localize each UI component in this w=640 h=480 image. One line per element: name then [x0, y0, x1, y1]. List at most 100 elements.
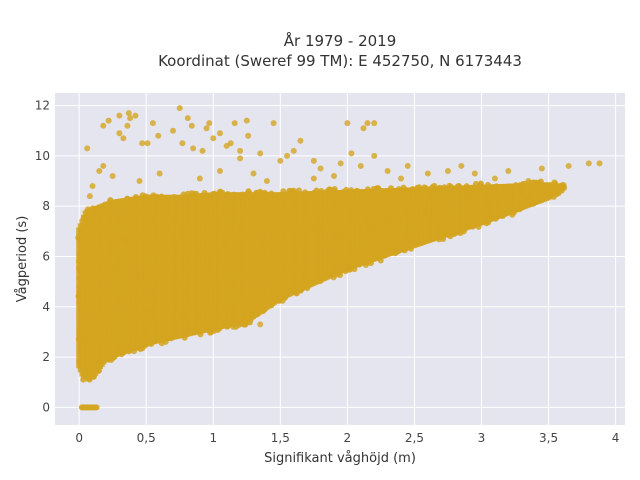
- outlier-point: [136, 178, 143, 185]
- outlier-point: [116, 112, 123, 119]
- outlier-point: [257, 321, 264, 328]
- outlier-point: [596, 160, 603, 167]
- outlier-point: [199, 147, 206, 154]
- outlier-point: [227, 140, 234, 147]
- outlier-point: [371, 120, 378, 127]
- x-tick-label: 4: [612, 431, 620, 445]
- outlier-point: [245, 132, 252, 139]
- y-tick-label: 10: [35, 149, 50, 163]
- data-points: [75, 105, 603, 411]
- outlier-point: [525, 178, 532, 185]
- outlier-point: [155, 132, 162, 139]
- outlier-point: [357, 162, 364, 169]
- outlier-point: [310, 157, 317, 164]
- outlier-point: [552, 180, 559, 187]
- outlier-point: [120, 135, 127, 142]
- outlier-point: [277, 157, 284, 164]
- y-axis-ticks: 0 2 4 6 8 10 12: [35, 99, 50, 415]
- outlier-point: [237, 147, 244, 154]
- outlier-point: [330, 173, 337, 179]
- outlier-point: [364, 120, 371, 127]
- outlier-point: [491, 175, 498, 182]
- outlier-point: [317, 165, 324, 172]
- outlier-point: [263, 178, 270, 185]
- outlier-point: [471, 203, 478, 210]
- outlier-point: [290, 147, 297, 154]
- outlier-point: [471, 170, 478, 177]
- outlier-point: [132, 112, 139, 119]
- outlier-point: [518, 195, 525, 202]
- outlier-point: [458, 162, 465, 169]
- outlier-point: [190, 145, 197, 152]
- outlier-point: [424, 170, 431, 177]
- outlier-point: [100, 122, 107, 129]
- outlier-point: [116, 130, 123, 137]
- outlier-point: [247, 316, 254, 323]
- x-tick-label: 3: [478, 431, 486, 445]
- outlier-point: [105, 117, 112, 124]
- outlier-point: [149, 120, 156, 127]
- outlier-point: [89, 183, 96, 190]
- outlier-point: [144, 140, 151, 147]
- outlier-point: [223, 318, 230, 325]
- outlier-point: [196, 175, 203, 182]
- outlier-point: [231, 120, 238, 127]
- outlier-point: [404, 162, 411, 169]
- outlier-point: [125, 110, 132, 117]
- outlier-point: [384, 167, 391, 174]
- outlier-point: [250, 170, 257, 177]
- outlier-point: [237, 313, 244, 320]
- outlier-point: [284, 152, 291, 159]
- outlier-point: [210, 135, 217, 142]
- outlier-point: [216, 130, 223, 137]
- outlier-point: [257, 150, 264, 157]
- outlier-point: [124, 122, 131, 129]
- outlier-point: [184, 115, 191, 122]
- outlier-point: [216, 167, 223, 174]
- y-tick-label: 4: [42, 300, 50, 314]
- outlier-point: [96, 167, 103, 174]
- y-tick-label: 2: [42, 350, 50, 364]
- chart-title-line-1: År 1979 - 2019: [284, 31, 397, 50]
- x-axis-label: Signifikant våghöjd (m): [264, 451, 416, 466]
- x-tick-label: 1: [209, 431, 217, 445]
- outlier-point: [371, 152, 378, 159]
- data-point: [93, 404, 100, 411]
- x-axis-ticks: 0 0,5 1 1,5 2 2,5 3 3,5 4: [75, 431, 619, 445]
- outlier-point: [398, 175, 405, 182]
- chart-title-line-2: Koordinat (Sweref 99 TM): E 452750, N 61…: [158, 52, 522, 70]
- x-tick-label: 1,5: [271, 431, 290, 445]
- y-tick-label: 6: [42, 249, 50, 263]
- outlier-point: [203, 125, 210, 132]
- outlier-point: [243, 117, 250, 124]
- y-tick-label: 12: [35, 99, 50, 113]
- x-tick-label: 3,5: [539, 431, 558, 445]
- outlier-point: [237, 155, 244, 162]
- outlier-point: [344, 120, 351, 127]
- outlier-point: [86, 193, 93, 200]
- outlier-point: [444, 167, 451, 174]
- x-tick-label: 0: [75, 431, 83, 445]
- outlier-point: [337, 160, 344, 167]
- x-tick-label: 2,5: [405, 431, 424, 445]
- outlier-point: [188, 122, 195, 129]
- y-tick-label: 0: [42, 400, 50, 414]
- outlier-point: [585, 160, 592, 167]
- outlier-point: [310, 175, 317, 182]
- outlier-point: [498, 200, 505, 207]
- y-tick-label: 8: [42, 199, 50, 213]
- outlier-point: [100, 162, 107, 169]
- x-tick-label: 0,5: [137, 431, 156, 445]
- outlier-point: [360, 125, 367, 132]
- outlier-point: [270, 120, 277, 127]
- outlier-point: [348, 150, 355, 157]
- outlier-point: [127, 115, 134, 122]
- outlier-point: [297, 137, 304, 144]
- outlier-point: [176, 105, 183, 112]
- outlier-point: [532, 190, 539, 197]
- outlier-point: [565, 162, 572, 169]
- outlier-point: [206, 120, 213, 127]
- outlier-point: [230, 323, 237, 330]
- outlier-point: [84, 145, 91, 152]
